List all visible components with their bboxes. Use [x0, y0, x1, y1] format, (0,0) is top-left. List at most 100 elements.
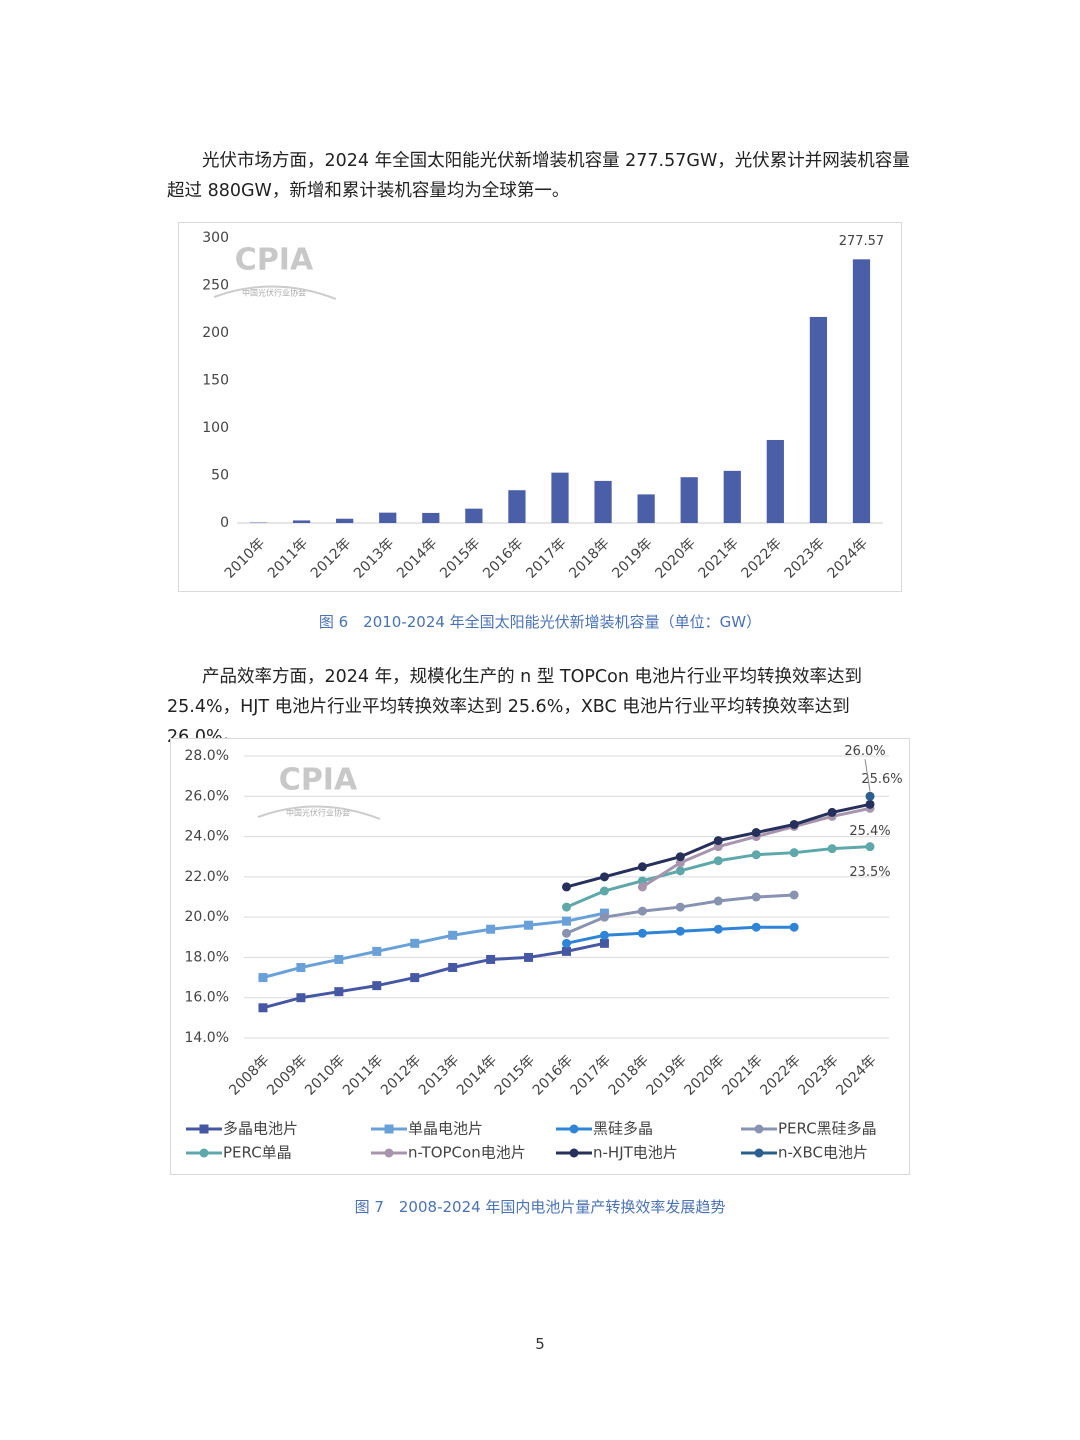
- point: [713, 856, 723, 866]
- point: [562, 916, 571, 926]
- y-tick-label: 26.0%: [185, 788, 229, 804]
- point: [675, 852, 685, 862]
- point: [827, 844, 837, 854]
- y-tick-label: 22.0%: [185, 869, 229, 885]
- point: [296, 963, 306, 972]
- point: [258, 1003, 268, 1013]
- x-tick-label: 2019年: [609, 535, 655, 581]
- point: [751, 850, 761, 860]
- x-tick-label: 2021年: [719, 1052, 765, 1098]
- y-tick-label: 300: [202, 230, 229, 246]
- point: [637, 906, 647, 916]
- legend-label: n-HJT电池片: [593, 1144, 678, 1162]
- legend-marker: [569, 1148, 579, 1158]
- x-tick-label: 2022年: [739, 535, 785, 581]
- point: [675, 866, 685, 876]
- point: [562, 938, 571, 948]
- point: [296, 993, 306, 1003]
- x-tick-label: 2013年: [416, 1052, 462, 1098]
- x-tick-label: 2013年: [351, 535, 397, 581]
- bar: [551, 472, 569, 523]
- x-tick-label: 2022年: [757, 1052, 803, 1098]
- legend-marker: [199, 1148, 209, 1158]
- y-tick-label: 20.0%: [185, 909, 229, 925]
- point: [789, 848, 799, 858]
- point: [258, 973, 268, 983]
- leader-line: [864, 759, 871, 792]
- value-label: 23.5%: [849, 865, 890, 880]
- caption: 图 6 2010-2024 年全国太阳能光伏新增装机容量（单位：GW）: [318, 613, 762, 631]
- point: [751, 892, 761, 902]
- point: [524, 920, 534, 930]
- bar: [422, 512, 440, 523]
- x-tick-label: 2024年: [825, 535, 871, 581]
- legend-label: n-XBC电池片: [778, 1144, 868, 1162]
- x-tick-label: 2012年: [308, 535, 354, 581]
- watermark-swoosh: [257, 805, 381, 820]
- point: [334, 987, 344, 997]
- value-label: 277.57: [839, 234, 885, 249]
- point: [713, 924, 723, 934]
- point: [410, 938, 420, 948]
- legend-label: PERC黑硅多晶: [778, 1120, 877, 1138]
- y-tick-label: 150: [202, 373, 229, 389]
- bar: [723, 470, 741, 523]
- point: [865, 799, 875, 809]
- point: [448, 963, 458, 972]
- x-tick-label: 2010年: [302, 1052, 348, 1098]
- point: [713, 896, 723, 906]
- legend-label: PERC单晶: [223, 1144, 292, 1162]
- point: [789, 819, 799, 829]
- x-tick-label: 2023年: [782, 535, 828, 581]
- x-tick-label: 2024年: [833, 1052, 879, 1098]
- point: [827, 807, 837, 817]
- point: [599, 930, 609, 940]
- point: [751, 922, 761, 932]
- x-tick-label: 2016年: [480, 535, 526, 581]
- bar: [336, 518, 354, 523]
- point: [599, 872, 609, 882]
- point: [334, 954, 344, 964]
- y-tick-label: 0: [220, 515, 229, 531]
- y-tick-label: 250: [202, 278, 229, 294]
- point: [599, 938, 609, 948]
- point: [372, 981, 382, 991]
- bar: [852, 259, 871, 523]
- y-tick-label: 14.0%: [185, 1030, 229, 1046]
- bar: [680, 477, 698, 523]
- watermark-swoosh: [213, 285, 337, 300]
- line-chart: CPIA 中国光伏行业协会 14.0% 16.0% 18.0% 20.0% 22.0% 24.…: [170, 738, 910, 1175]
- x-tick-label: 2009年: [264, 1052, 310, 1098]
- watermark-title: CPIA: [279, 763, 358, 798]
- x-tick-label: 2015年: [492, 1052, 538, 1098]
- x-tick-label: 2016年: [530, 1052, 576, 1098]
- point: [524, 952, 534, 962]
- point: [637, 862, 647, 872]
- bar: [465, 508, 483, 523]
- watermark-title: CPIA: [235, 243, 314, 278]
- point: [562, 928, 571, 938]
- point: [486, 924, 496, 934]
- legend-marker: [199, 1124, 209, 1134]
- point: [751, 828, 761, 838]
- x-tick-label: 2017年: [568, 1052, 614, 1098]
- point: [562, 902, 571, 912]
- page-number: 5: [535, 1335, 545, 1353]
- legend-label: n-TOPCon电池片: [408, 1144, 526, 1162]
- point: [675, 902, 685, 912]
- x-tick-label: 2010年: [222, 535, 268, 581]
- point: [448, 930, 458, 940]
- x-tick-label: 2017年: [523, 535, 569, 581]
- y-tick-label: 18.0%: [185, 949, 229, 965]
- legend-label: 单晶电池片: [408, 1120, 483, 1138]
- legend-marker: [754, 1124, 764, 1134]
- x-tick-label: 2020年: [652, 535, 698, 581]
- bar-chart: CPIA 中国光伏行业协会 0 50 100 150 200 250 300 2010年2011年…: [178, 222, 902, 592]
- point: [599, 886, 609, 896]
- point: [562, 946, 571, 956]
- point: [713, 836, 723, 846]
- value-label: 25.4%: [849, 824, 890, 839]
- x-tick-label: 2008年: [226, 1052, 272, 1098]
- point: [675, 926, 685, 936]
